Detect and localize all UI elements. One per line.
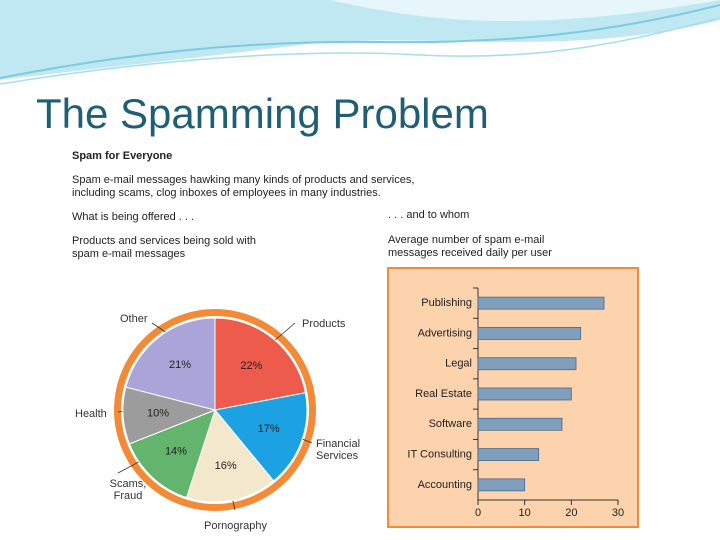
x-tick-label: 10 [519,507,531,519]
swoosh [330,0,720,21]
slice-value-label: 21% [169,359,191,371]
slice-value-label: 17% [258,423,280,435]
bar-category-label: Legal [445,358,472,370]
figure-description: Spam e-mail messages hawking many kinds … [72,174,415,199]
bar [477,296,605,310]
x-tick-label: 0 [475,507,481,519]
x-tick-label: 20 [565,507,577,519]
swoosh-line [0,17,720,85]
slice-value-label: 22% [240,360,262,372]
pie-slice [125,317,216,411]
left-subcaption: Products and services being sold with sp… [72,235,257,260]
pie-slice [214,392,308,482]
slice-value-label: 10% [147,407,169,419]
slice-value-label: 14% [165,445,187,457]
x-tick-label: 30 [612,507,624,519]
pie-slice [185,408,275,503]
bar [477,357,577,371]
bar-category-label: Publishing [421,297,472,309]
bar [477,448,540,461]
slice-value-label: 16% [215,460,237,472]
pie-slice [128,409,216,499]
slice-category-label: Other [120,313,148,325]
slice-category-label: Health [75,408,107,420]
left-caption: What is being offered . . . [72,211,195,223]
bar-category-label: Software [429,418,472,430]
right-subcaption: Average number of spam e-mail messages r… [388,234,552,259]
pie-slice [214,317,306,411]
slice-category-label: Products [302,318,346,330]
slice-category-label: Pornography [204,520,267,532]
bar [477,327,582,340]
slide-title: The Spamming Problem [36,90,489,137]
bar-category-label: Advertising [418,327,472,339]
bar [477,478,526,492]
slice-category-label: Financial Services [316,438,361,462]
swoosh-line [0,4,720,79]
bar [477,417,563,431]
header-decoration [0,0,720,85]
bar-category-label: Accounting [418,479,472,491]
bar-category-label: IT Consulting [407,448,472,460]
figure-heading: Spam for Everyone [72,150,173,162]
charts: 22% 17% 16% 14% 10% 21% 0 10 20 30 Publishing Adver… [114,267,639,528]
right-caption: . . . and to whom [388,209,470,221]
bar-category-label: Real Estate [415,388,472,400]
slice-category-label: Scams, Fraud [109,478,147,502]
bar [477,387,572,401]
figure: Spam for Everyone Spam e-mail messages h… [70,148,640,532]
